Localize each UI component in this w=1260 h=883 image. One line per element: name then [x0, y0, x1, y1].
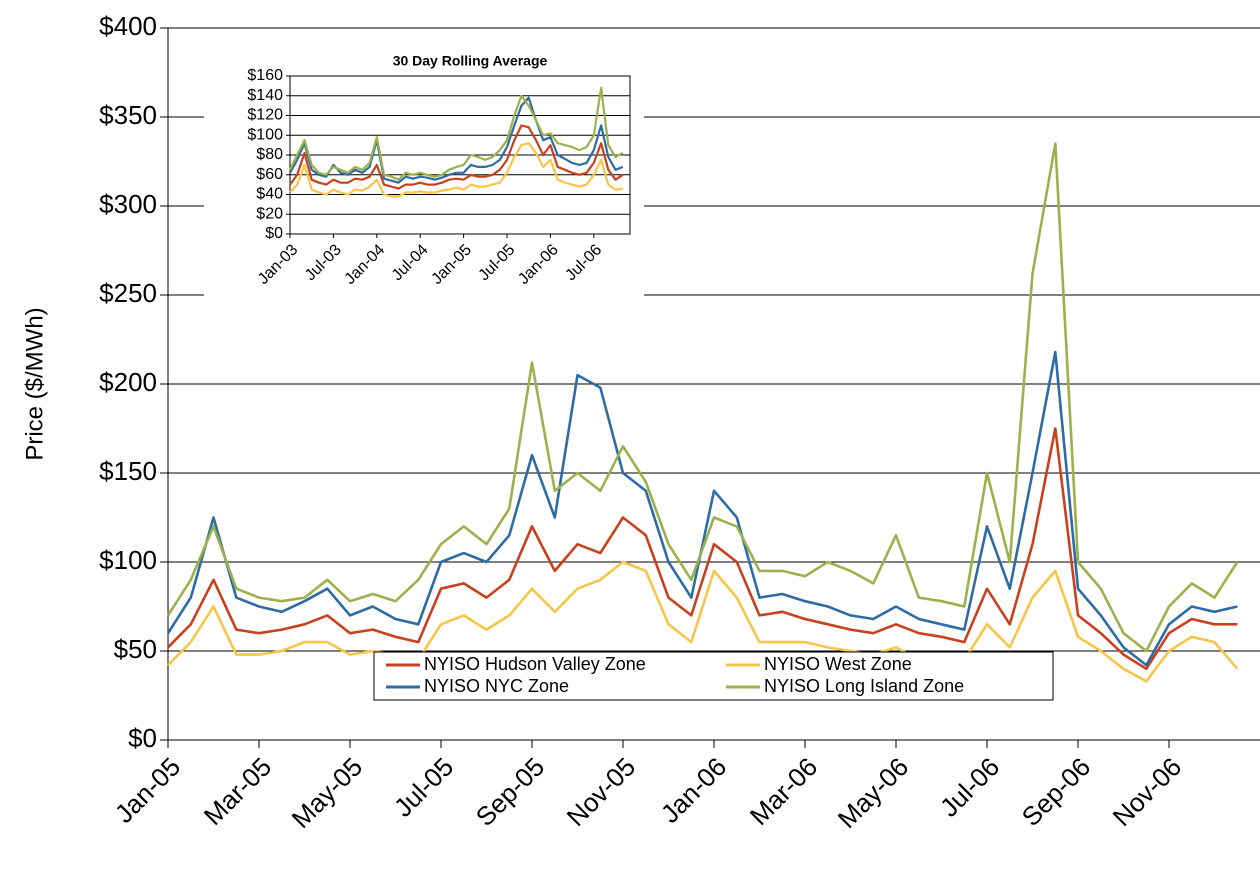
series-line	[167, 427, 1238, 671]
x-tick-label: Mar-06	[744, 751, 823, 830]
x-tick-label: Jul-06	[934, 751, 1005, 822]
legend-label: NYISO Long Island Zone	[764, 676, 964, 696]
x-tick-label: Nov-05	[561, 751, 641, 831]
series-line	[167, 560, 1239, 683]
y-tick-label: $400	[99, 11, 157, 41]
series-line	[289, 96, 624, 184]
y-tick-label: $100	[99, 545, 157, 575]
y-tick-label: $150	[99, 456, 157, 486]
y-tick-label: $350	[99, 100, 157, 130]
y-axis-label: Price ($/MWh)	[21, 307, 48, 460]
y-tick-label: $200	[99, 367, 157, 397]
x-tick-label: Jul-05	[388, 751, 459, 822]
y-tick-label: $80	[256, 146, 283, 163]
inset-title: 30 Day Rolling Average	[393, 53, 548, 69]
legend-label: NYISO NYC Zone	[424, 676, 569, 696]
x-tick-label: Mar-05	[198, 751, 277, 830]
x-tick-label: Jan-06	[655, 751, 732, 828]
y-tick-label: $50	[114, 634, 157, 664]
y-tick-label: $60	[256, 166, 283, 183]
series-line	[289, 142, 623, 198]
legend-label: NYISO West Zone	[764, 654, 912, 674]
x-tick-label: Nov-06	[1107, 751, 1187, 831]
series-line	[166, 350, 1238, 667]
inset-plot: 30 Day Rolling Average $0 $20 $40 $60 $80 $10…	[204, 44, 644, 324]
y-tick-label: $250	[99, 278, 157, 308]
x-tick-label: Sep-06	[1016, 751, 1096, 831]
y-tick-label: $120	[247, 107, 283, 124]
x-tick-label: Sep-05	[470, 751, 550, 831]
y-tick-label: $300	[99, 189, 157, 219]
y-tick-label: $40	[256, 186, 283, 203]
y-tick-label: $160	[247, 67, 283, 84]
y-tick-label: $140	[247, 87, 283, 104]
series-line	[166, 142, 1239, 653]
y-tick-label: $0	[265, 225, 283, 242]
y-tick-label: $20	[256, 205, 283, 222]
series-line	[289, 86, 624, 181]
y-tick-label: $0	[128, 723, 157, 753]
series-line	[289, 124, 624, 190]
legend-label: NYISO Hudson Valley Zone	[424, 654, 646, 674]
y-tick-label: $100	[247, 126, 283, 143]
x-tick-label: May-06	[832, 751, 915, 834]
x-tick-label: Jan-05	[109, 751, 186, 828]
legend-box	[373, 651, 1054, 701]
x-tick-label: May-05	[286, 751, 369, 834]
